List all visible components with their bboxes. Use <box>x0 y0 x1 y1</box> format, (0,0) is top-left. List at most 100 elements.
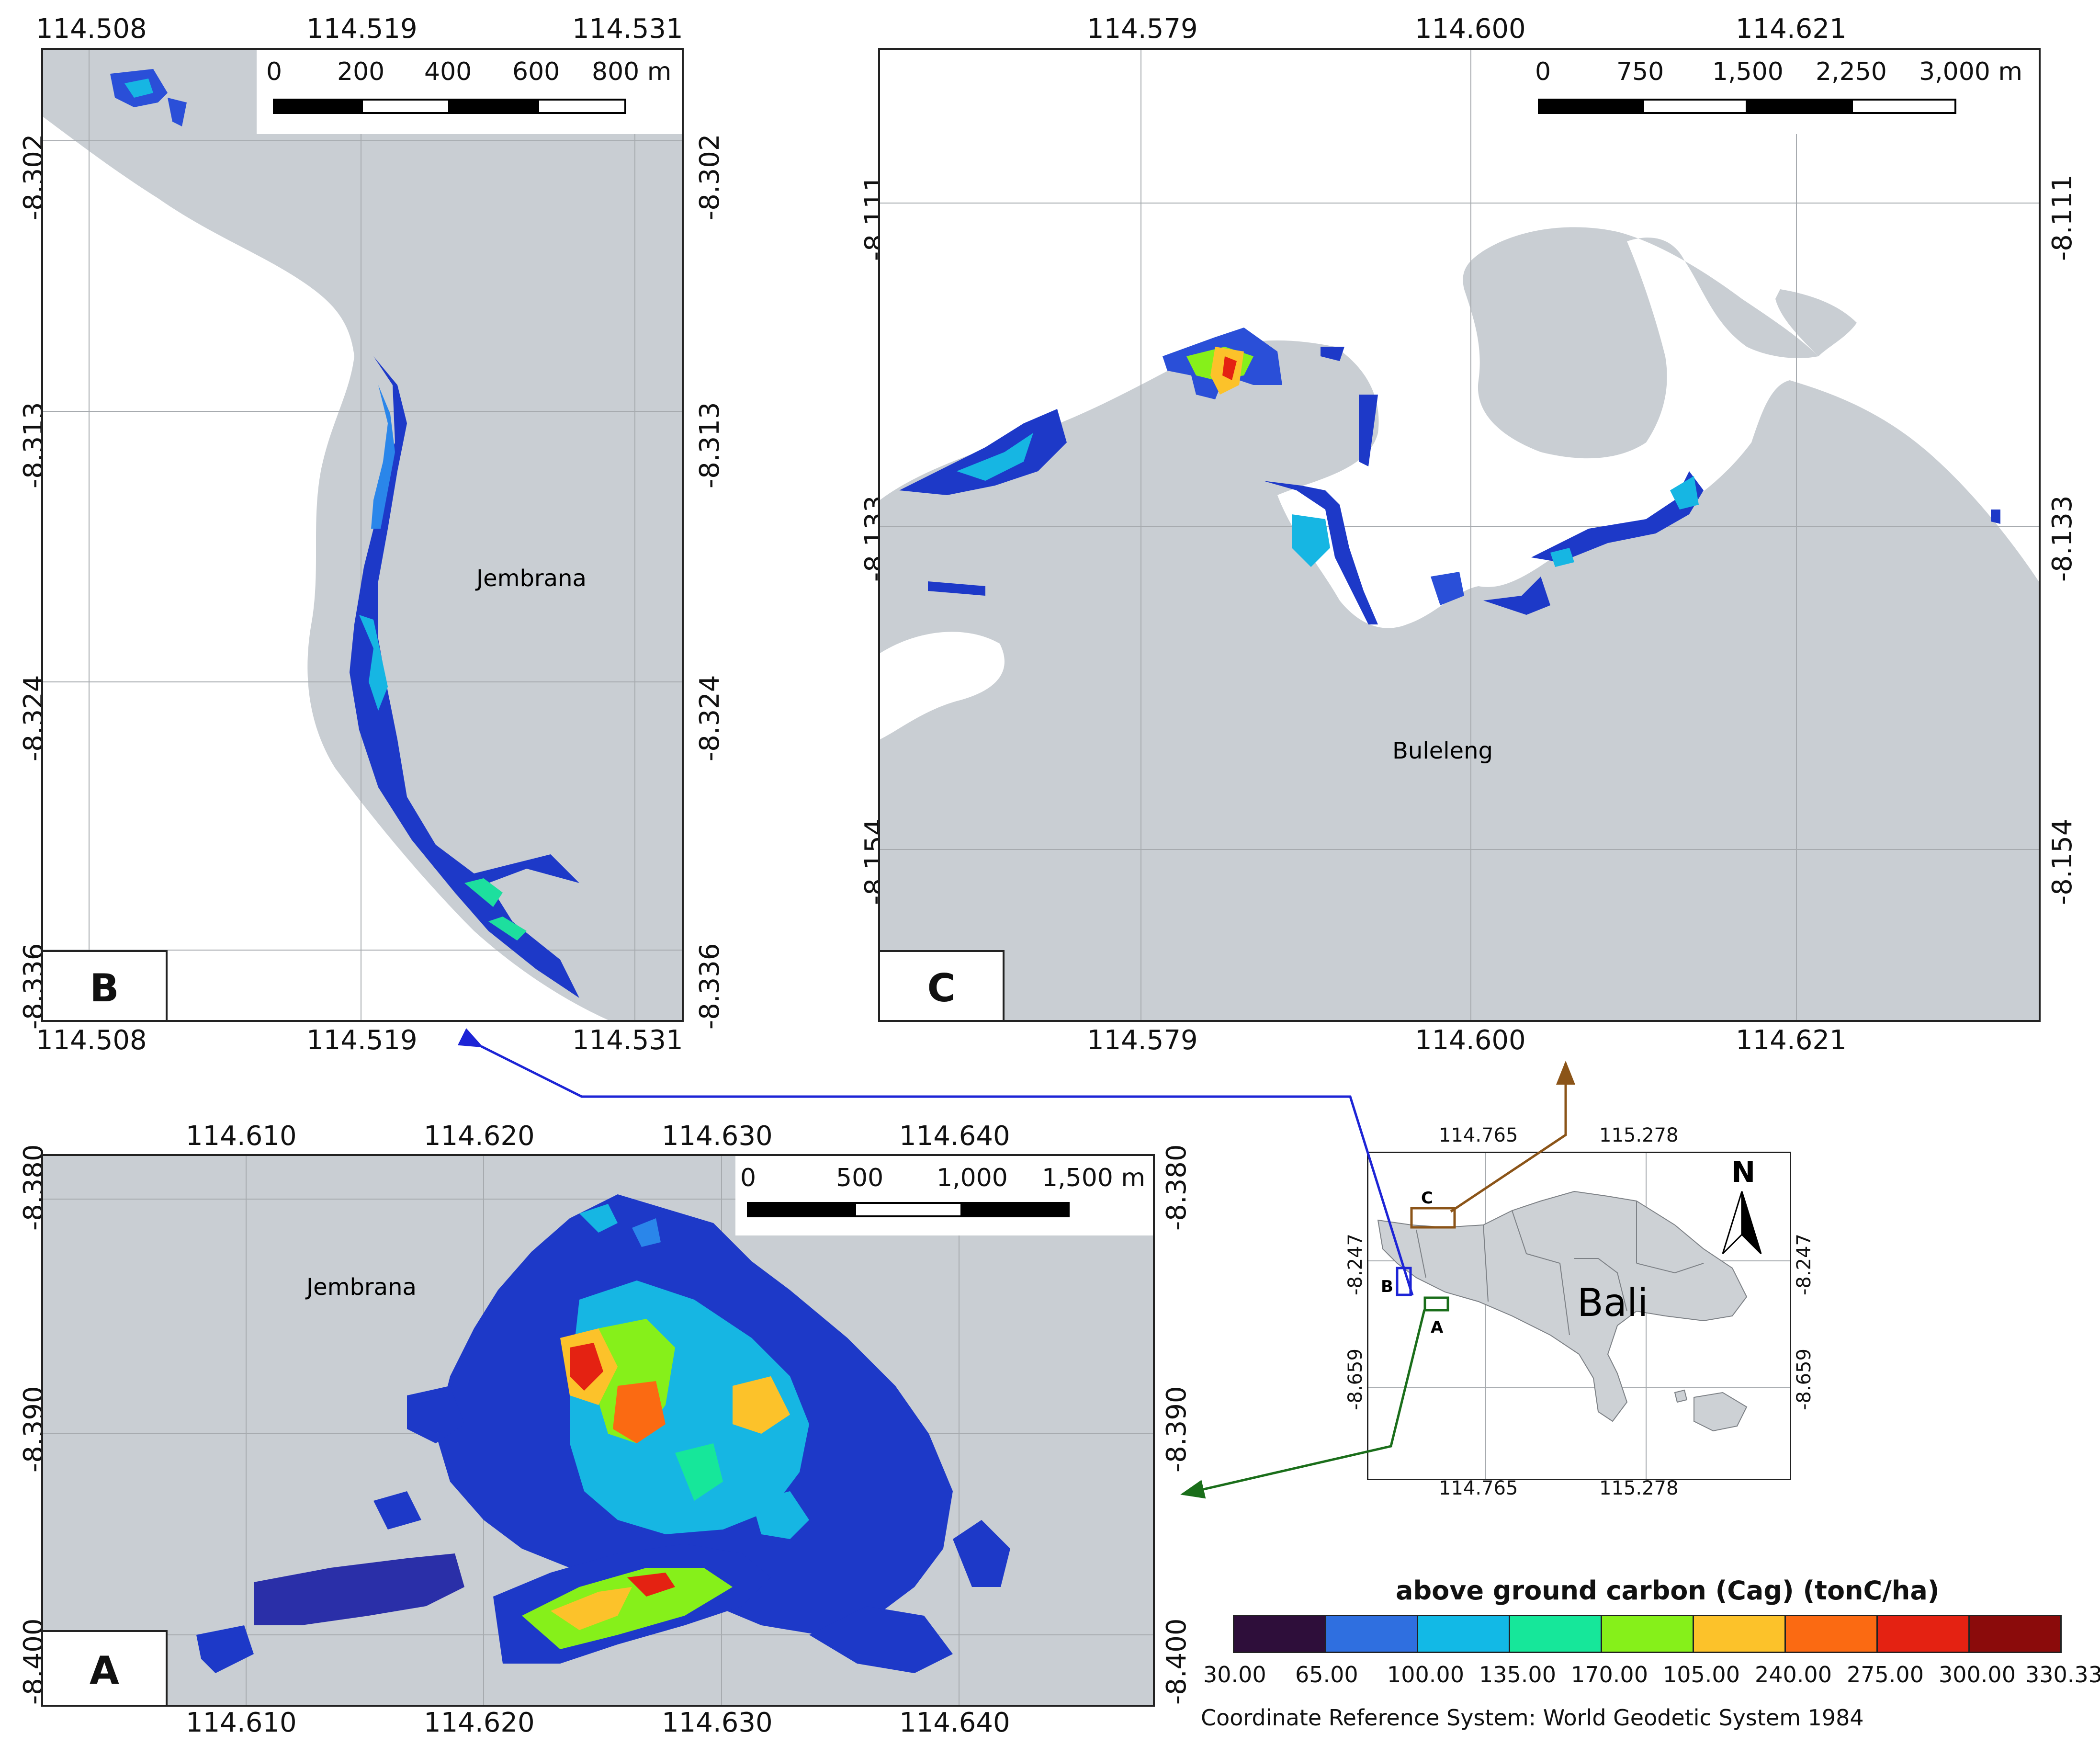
panel-b-xtick-top: 114.531 <box>572 13 683 45</box>
legend-swatch <box>1509 1615 1602 1653</box>
map-panel-a: Jembrana 0 500 1,000 1,500 m A <box>41 1154 1155 1707</box>
panel-b-place-label: Jembrana <box>475 565 587 592</box>
panel-a-xtick-bottom: 114.630 <box>662 1707 773 1738</box>
panel-a-mangrove-carbon <box>139 1194 1010 1673</box>
panel-a-ytick-right: -8.400 <box>1161 1618 1192 1705</box>
scale-segment <box>1538 99 1643 114</box>
legend-label: 240.00 <box>1755 1662 1832 1688</box>
scale-segment <box>537 99 626 114</box>
panel-b-xtick-bottom: 114.508 <box>36 1025 147 1056</box>
locator-label-a: A <box>1431 1318 1444 1337</box>
panel-c-xtick-bottom: 114.600 <box>1415 1025 1526 1056</box>
panel-c-ytick-right: -8.133 <box>2047 495 2078 582</box>
scale-label: 3,000 m <box>1919 57 2023 86</box>
scale-segment <box>961 1202 1070 1217</box>
panel-a-xtick-top: 114.630 <box>662 1121 773 1152</box>
panel-b-ytick-right: -8.313 <box>694 402 725 488</box>
north-arrow-icon <box>1722 1191 1743 1255</box>
panel-a-xtick-bottom: 114.640 <box>899 1707 1010 1738</box>
panel-a-xtick-bottom: 114.620 <box>424 1707 535 1738</box>
regency-borders <box>1416 1201 1704 1336</box>
north-arrow-label: N <box>1731 1156 1755 1189</box>
legend-label: 275.00 <box>1847 1662 1924 1688</box>
scale-label: 1,500 <box>1712 57 1784 86</box>
panel-c-letter: C <box>880 950 1005 1020</box>
panel-c-xtick-top: 114.621 <box>1736 13 1847 45</box>
legend-label: 65.00 <box>1295 1662 1358 1688</box>
panel-c-island-east <box>1463 227 1818 459</box>
legend-label: 105.00 <box>1663 1662 1740 1688</box>
locator-label-b: B <box>1381 1277 1393 1296</box>
scale-label: 500 <box>836 1164 884 1192</box>
scale-segment <box>361 99 450 114</box>
legend-swatch <box>1233 1615 1326 1653</box>
scale-label: 1,000 <box>937 1164 1008 1192</box>
locator-box-c <box>1410 1207 1456 1229</box>
scale-segment <box>1747 99 1852 114</box>
legend-label: 300.00 <box>1939 1662 2016 1688</box>
panel-a-xtick-top: 114.610 <box>186 1121 297 1152</box>
panel-a-xtick-top: 114.640 <box>899 1121 1010 1152</box>
scale-segment <box>1851 99 1956 114</box>
panel-a-xtick-top: 114.620 <box>424 1121 535 1152</box>
scale-label: 0 <box>740 1164 756 1192</box>
legend-swatch <box>1693 1615 1786 1653</box>
locator-map: C B A Bali N <box>1367 1152 1791 1480</box>
panel-a-letter: A <box>43 1630 168 1705</box>
legend-label: 100.00 <box>1387 1662 1464 1688</box>
locator-title: Bali <box>1577 1280 1648 1325</box>
scale-label: 800 m <box>592 57 672 86</box>
panel-b-xtick-top: 114.519 <box>306 13 418 45</box>
panel-c-scale-bar: 0 750 1,500 2,250 3,000 m <box>1522 50 2039 134</box>
crs-note: Coordinate Reference System: World Geode… <box>1201 1705 1864 1731</box>
panel-b-xtick-top: 114.508 <box>36 13 147 45</box>
panel-c-ytick-right: -8.111 <box>2047 174 2078 261</box>
panel-c-xtick-bottom: 114.621 <box>1736 1025 1847 1056</box>
legend-swatch <box>1876 1615 1970 1653</box>
panel-a-ytick-right: -8.390 <box>1161 1386 1192 1473</box>
legend-swatch <box>1417 1615 1510 1653</box>
panel-c-white-gap <box>880 632 1005 739</box>
panel-c-mangrove-carbon <box>899 328 2000 624</box>
scale-label: 0 <box>1535 57 1551 86</box>
legend-label: 30.00 <box>1203 1662 1266 1688</box>
panel-c-graticule <box>880 50 2039 1020</box>
locator-ytick-right: -8.659 <box>1793 1348 1815 1410</box>
locator-canvas: C B A Bali N <box>1368 1153 1790 1479</box>
panel-c-place-label: Buleleng <box>1392 737 1493 764</box>
scale-label: 200 <box>337 57 385 86</box>
legend-swatch <box>1325 1615 1418 1653</box>
panel-b-xtick-bottom: 114.519 <box>306 1025 418 1056</box>
scale-segment <box>273 99 362 114</box>
locator-label-c: C <box>1421 1189 1433 1208</box>
legend-label: 170.00 <box>1571 1662 1648 1688</box>
panel-a-xtick-bottom: 114.610 <box>186 1707 297 1738</box>
panel-c-xtick-top: 114.579 <box>1087 13 1198 45</box>
legend-title: above ground carbon (Cag) (tonC/ha) <box>1396 1575 1940 1606</box>
panel-b-mangrove-carbon <box>110 69 579 998</box>
panel-b-land <box>43 50 682 1020</box>
locator-ytick-left: -8.247 <box>1344 1234 1366 1295</box>
scale-label: 2,250 <box>1816 57 1887 86</box>
panel-a-place-label: Jembrana <box>305 1274 417 1301</box>
panel-c-xtick-top: 114.600 <box>1415 13 1526 45</box>
locator-ytick-right: -8.247 <box>1793 1234 1815 1295</box>
panel-c-land <box>880 340 2039 1020</box>
panel-b-letter: B <box>43 950 168 1020</box>
map-panel-c: Buleleng 0 750 1,500 2,250 3,000 m C <box>878 48 2041 1022</box>
locator-xtick-bottom: 114.765 <box>1439 1477 1518 1499</box>
scale-label: 0 <box>266 57 282 86</box>
panel-b-scale-bar: 0 200 400 600 800 m <box>257 50 682 134</box>
scale-label: 400 <box>424 57 472 86</box>
legend-label: 330.33 <box>2025 1662 2100 1688</box>
panel-a-map-canvas: Jembrana <box>43 1156 1153 1705</box>
panel-a-ytick-right: -8.380 <box>1161 1144 1192 1231</box>
locator-xtick-bottom: 115.278 <box>1599 1477 1679 1499</box>
legend-swatch <box>1601 1615 1694 1653</box>
panel-b-ytick-right: -8.302 <box>694 134 725 220</box>
nusa-penida <box>1694 1392 1748 1432</box>
panel-c-map-canvas: Buleleng <box>880 50 2039 1020</box>
legend-swatch <box>1968 1615 2062 1653</box>
panel-c-xtick-bottom: 114.579 <box>1087 1025 1198 1056</box>
legend-swatch <box>1784 1615 1878 1653</box>
